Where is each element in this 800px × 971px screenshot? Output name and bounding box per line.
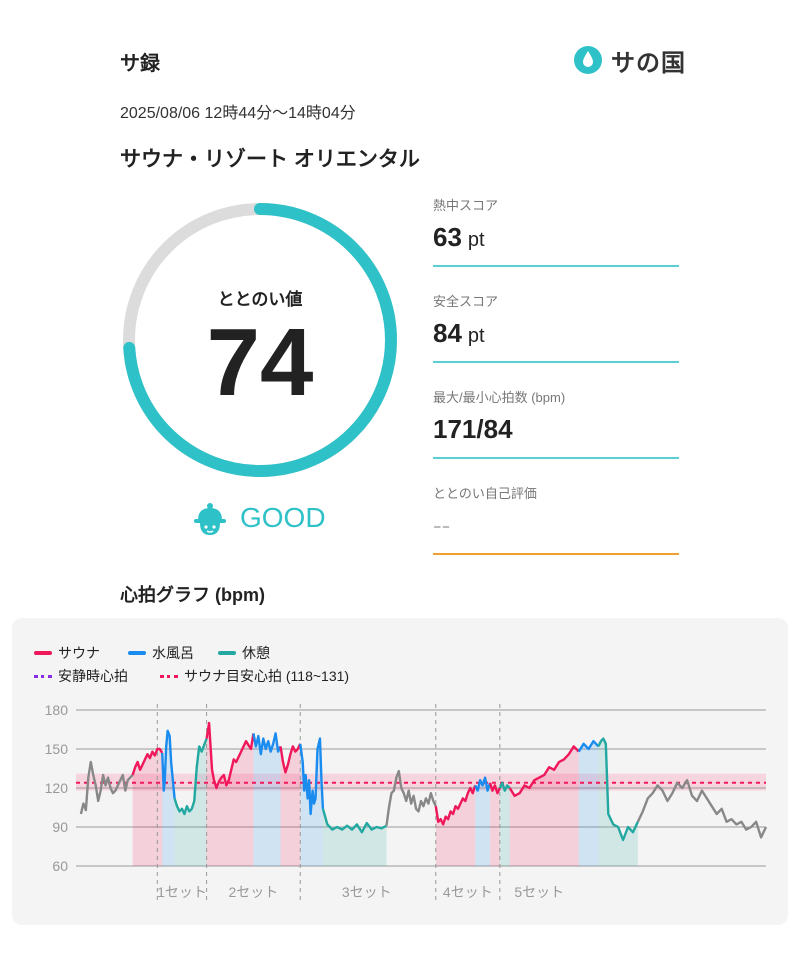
legend-resting-hr: 安静時心拍 (34, 666, 128, 686)
metric-underline (433, 553, 679, 555)
rest-series-line (173, 738, 208, 816)
rest-area (598, 738, 638, 866)
water-area (162, 730, 175, 866)
totonoi-value: 74 (206, 309, 314, 416)
legend-sauna: サウナ (34, 643, 100, 663)
water-series-line (161, 729, 176, 799)
sauna-series-line (279, 743, 302, 774)
water-area (253, 733, 281, 866)
grade-text: GOOD (240, 502, 326, 533)
legend-label: 休憩 (242, 645, 270, 661)
y-tick-label: 60 (52, 858, 68, 874)
set-label: 1セット (157, 884, 207, 900)
metric-label: 最大/最小心拍数 (bpm) (433, 390, 566, 405)
facility-name: サウナ・リゾート オリエンタル (120, 148, 420, 171)
y-tick-label: 90 (52, 819, 68, 835)
rest-series-line (321, 808, 388, 834)
water-area (475, 777, 490, 866)
graph-title: 心拍グラフ (bpm) (120, 585, 265, 605)
logo-text: サの国 (611, 49, 686, 77)
metric-underline (433, 457, 679, 459)
metric-heat-score: 熱中スコア 63 pt (433, 195, 679, 267)
legend-swatch (218, 651, 236, 655)
heart-rate-chart: 180 150 120 90 60 1セット 2セット 3セット 4セット 5セット (45, 702, 768, 904)
metric-value: 171/84 (433, 414, 679, 446)
water-series-line (299, 737, 325, 816)
legend-swatch (160, 674, 178, 678)
water-series-line (577, 740, 600, 753)
legend-swatch (128, 651, 146, 655)
legend-label: 安静時心拍 (58, 668, 128, 684)
metric-label: ととのい自己評価 (433, 486, 537, 501)
sauna-area (132, 749, 163, 866)
metric-unit: pt (467, 325, 485, 347)
set-label: 5セット (514, 884, 564, 900)
other-series-line (385, 769, 437, 826)
metric-number: 84 (433, 318, 462, 348)
totonoi-label: ととのい値 (217, 290, 303, 309)
metric-label: 熱中スコア (433, 198, 499, 213)
other-series-line (79, 760, 134, 815)
sauna-series-line (434, 785, 477, 826)
metric-label: 安全スコア (433, 294, 499, 309)
session-datetime: 2025/08/06 12時44分〜14時04分 (120, 105, 356, 122)
legend-swatch (34, 651, 52, 655)
metric-self-evaluation[interactable]: ととのい自己評価 -- (433, 483, 679, 555)
y-tick-label: 150 (45, 741, 69, 757)
legend-label: サウナ (58, 645, 100, 661)
sauna-area (280, 743, 301, 866)
grade-badge: GOOD (190, 498, 326, 538)
gauge-fill (123, 203, 397, 477)
legend-rest: 休憩 (218, 643, 270, 663)
set-label: 4セット (443, 884, 493, 900)
rest-series-line (498, 781, 511, 792)
metric-underline (433, 361, 679, 363)
rest-area (322, 808, 387, 866)
metric-safety-score: 安全スコア 84 pt (433, 291, 679, 363)
sauna-area (435, 785, 476, 866)
totonoi-gauge (123, 203, 397, 477)
sauna-area (490, 782, 500, 866)
rest-area (499, 782, 510, 866)
legend-water: 水風呂 (128, 643, 194, 663)
rest-area (174, 738, 207, 866)
water-series-line (474, 776, 492, 792)
set-label: 2セット (229, 884, 279, 900)
metric-value: -- (433, 510, 679, 542)
legend-swatch (34, 674, 52, 678)
metric-value: 63 pt (433, 222, 679, 254)
y-tick-label: 180 (45, 702, 69, 718)
sauna-series-line (508, 745, 580, 798)
metric-heart-rate: 最大/最小心拍数 (bpm) 171/84 (433, 387, 679, 459)
app-title: サ録 (120, 53, 160, 75)
water-area (578, 741, 599, 866)
metric-number: 171/84 (433, 414, 513, 444)
water-series-line (252, 732, 282, 756)
metric-number: -- (433, 510, 451, 540)
sauna-area (206, 723, 254, 866)
metric-number: 63 (433, 222, 462, 252)
rest-series-line (597, 737, 639, 842)
metric-underline (433, 265, 679, 267)
legend-label: サウナ目安心拍 (118~131) (184, 668, 350, 684)
water-drop-icon (574, 46, 602, 74)
sauna-area (509, 746, 579, 866)
sauna-series-line (131, 747, 164, 776)
y-tick-label: 120 (45, 780, 69, 796)
brand-logo: サの国 (573, 42, 686, 78)
sauna-series-line (205, 721, 255, 790)
hat-face-icon (194, 503, 226, 535)
sauna-series-line (488, 782, 501, 795)
legend-label: 水風呂 (152, 645, 194, 661)
set-label: 3セット (342, 884, 392, 900)
other-series-line (636, 778, 768, 839)
legend-target: サウナ目安心拍 (118~131) (160, 666, 349, 686)
metric-unit: pt (467, 229, 485, 251)
metric-value: 84 pt (433, 318, 679, 350)
